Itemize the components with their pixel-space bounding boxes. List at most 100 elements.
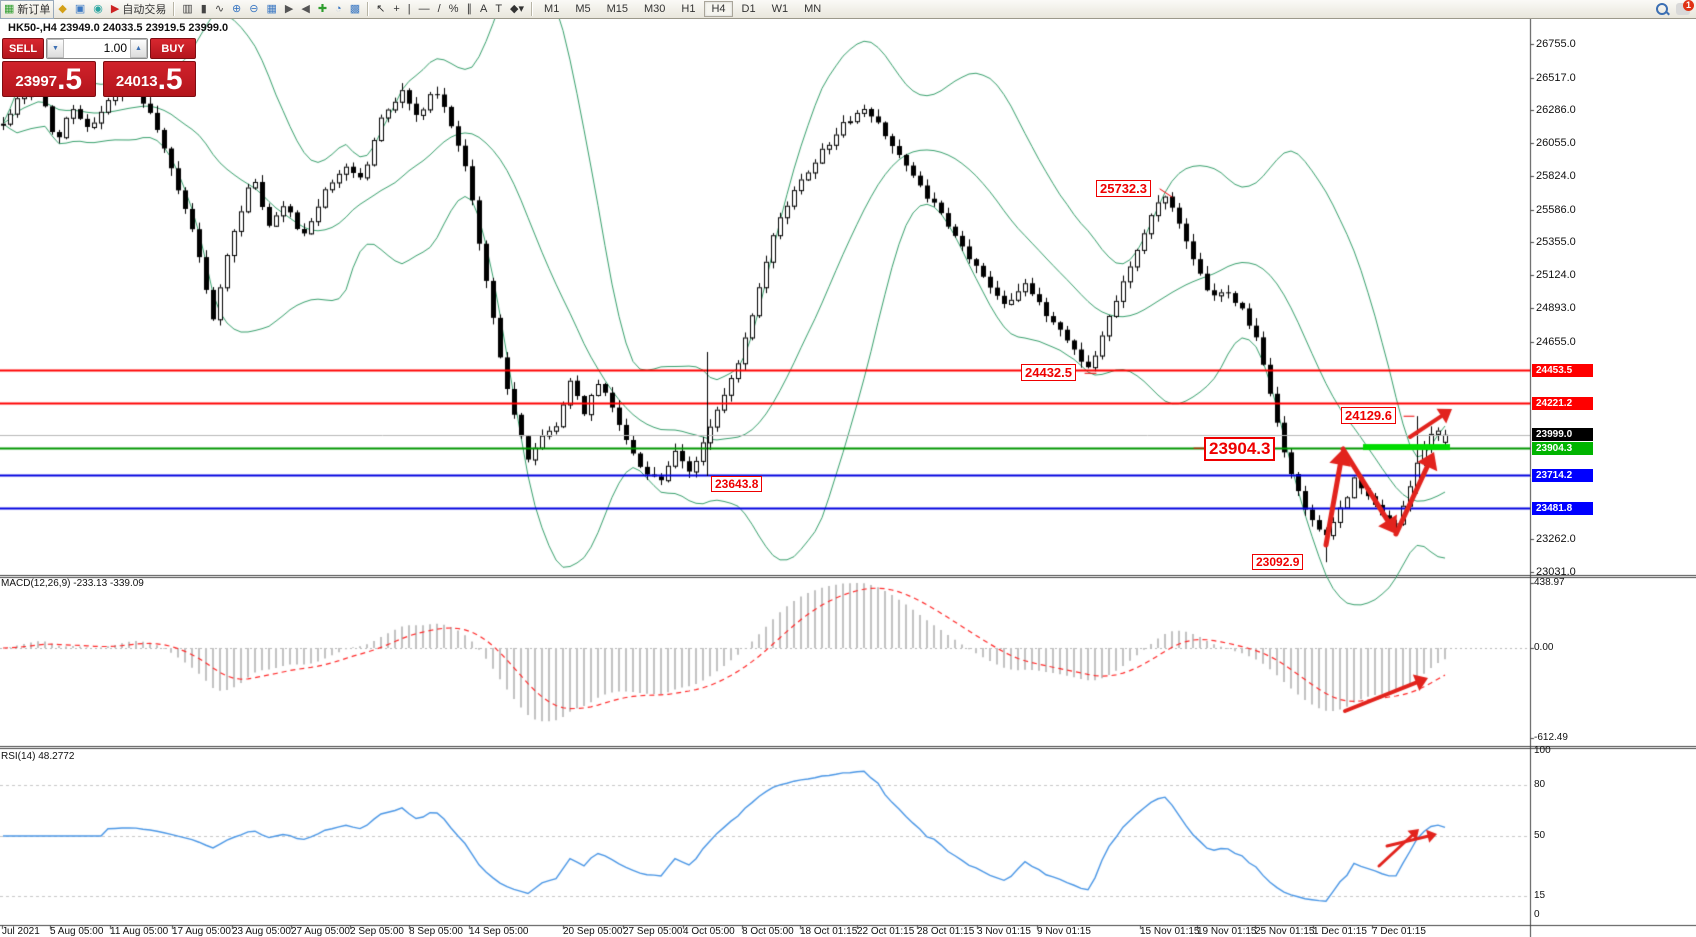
price-axis-tick: 26286.0 (1536, 104, 1576, 117)
zoom-out-icon[interactable]: ⊖ (245, 0, 262, 19)
candlestick-icon[interactable]: ▮ (197, 0, 211, 19)
trendline-icon[interactable]: / (434, 0, 445, 19)
buy-button[interactable]: BUY (150, 38, 196, 59)
tile-windows-icon: ▦ (266, 2, 277, 15)
zoom-in-icon[interactable]: ⊕ (228, 0, 245, 19)
timeframe-button-h4[interactable]: H4 (704, 1, 733, 17)
timeframe-button-m15[interactable]: M15 (606, 3, 628, 15)
templates-icon: ▩ (349, 2, 361, 15)
price-label-annotation[interactable]: 25732.3 (1096, 179, 1151, 197)
auto-scroll-icon: ▶ (284, 2, 294, 15)
timeframe-button-m5[interactable]: M5 (575, 3, 591, 15)
chart-title: HK50-,H4 23949.0 24033.5 23919.5 23999.0 (8, 22, 229, 34)
indicators-icon[interactable]: ✚ (314, 0, 331, 19)
toolbar-separator (531, 2, 534, 16)
date-axis-label: 19 Nov 01:15 (1197, 926, 1257, 937)
timeframe-button-mn[interactable]: MN (804, 3, 822, 15)
axis-price-badge: 23904.3 (1532, 441, 1593, 455)
fibonacci-icon: % (448, 2, 459, 15)
signals-icon: ◉ (93, 2, 103, 15)
templates-icon[interactable]: ▩ (346, 0, 364, 19)
date-axis-label: 5 Aug 05:00 (50, 926, 104, 937)
vertical-line-icon[interactable]: | (404, 0, 415, 19)
search-icon[interactable] (1656, 3, 1668, 15)
date-axis-label: 2 Sep 05:00 (350, 926, 404, 937)
price-axis-tick: 25586.0 (1536, 203, 1576, 216)
channel-icon[interactable]: ∥ (462, 0, 476, 19)
macd-axis-tick: 438.97 (1534, 577, 1565, 588)
text-icon[interactable]: A (476, 0, 491, 19)
date-axis-label: 27 Aug 05:00 (291, 926, 350, 937)
date-axis-label: 27 Sep 05:00 (623, 926, 683, 937)
autotrading-button[interactable]: ▶ 自动交易 (107, 0, 170, 19)
sell-price-main: 23997 (15, 73, 58, 90)
rsi-axis-tick: 100 (1534, 745, 1551, 756)
market-watch-icon: ▣ (74, 2, 86, 15)
price-label-annotation[interactable]: 23904.3 (1204, 436, 1276, 461)
date-axis-label: 15 Nov 01:15 (1140, 926, 1200, 937)
notifications-icon[interactable]: 1 (1676, 0, 1694, 15)
toolbar-separator (173, 2, 176, 16)
line-chart-icon[interactable]: ∿ (211, 0, 228, 19)
auto-scroll-icon[interactable]: ▶ (281, 0, 297, 19)
date-axis-label: 14 Sep 05:00 (469, 926, 529, 937)
date-axis-label: 22 Oct 01:15 (857, 926, 915, 937)
horizontal-line-icon[interactable]: — (415, 0, 434, 19)
signals-button[interactable]: ◉ (89, 0, 107, 19)
volume-decrease-button[interactable]: ▼ (47, 39, 64, 58)
price-label-annotation[interactable]: 24432.5 (1021, 363, 1076, 381)
axis-price-badge: 23999.0 (1532, 428, 1593, 442)
volume-stepper[interactable]: ▼ 1.00 ▲ (46, 38, 148, 59)
new-order-button[interactable]: ▦ 新订单 (0, 0, 55, 19)
axis-price-badge: 23714.2 (1532, 468, 1593, 482)
price-label-annotation[interactable]: 23643.8 (711, 476, 763, 493)
rsi-axis-tick: 80 (1534, 779, 1546, 790)
timeframe-button-m1[interactable]: M1 (544, 3, 560, 15)
zoom-out-icon: ⊖ (249, 2, 259, 15)
volume-increase-button[interactable]: ▲ (130, 39, 147, 58)
chart-bars-icon[interactable]: ▥ (178, 0, 196, 19)
chart-shift-icon[interactable]: ◀ (297, 0, 313, 19)
timeframe-button-m30[interactable]: M30 (644, 3, 666, 15)
tile-windows-icon[interactable]: ▦ (262, 0, 280, 19)
axis-price-badge: 24453.5 (1532, 363, 1593, 377)
timeframe-button-d1[interactable]: D1 (741, 3, 756, 15)
price-label-annotation[interactable]: 23092.9 (1252, 554, 1304, 571)
price-axis-tick: 26517.0 (1536, 71, 1576, 84)
price-axis-tick: 26755.0 (1536, 38, 1576, 50)
buy-price-display[interactable]: 24013 .5 (102, 61, 196, 97)
sell-button[interactable]: SELL (2, 38, 44, 59)
shapes-icon: ◆▾ (510, 2, 525, 15)
label-icon: T (495, 2, 503, 15)
macd-axis-tick: -612.49 (1534, 732, 1568, 743)
timeframe-button-h1[interactable]: H1 (681, 3, 696, 15)
zoom-in-icon: ⊕ (232, 2, 242, 15)
buy-price-main: 24013 (115, 73, 158, 90)
cursor-icon: ↖ (376, 2, 386, 15)
shapes-icon[interactable]: ◆▾ (506, 0, 528, 19)
trendline-icon: / (437, 2, 441, 15)
date-axis-label: 18 Oct 01:15 (800, 926, 858, 937)
sell-price-display[interactable]: 23997 .5 (2, 61, 96, 97)
cursor-icon[interactable]: ↖ (372, 0, 389, 19)
periods-icon[interactable]: ◔ (331, 0, 346, 19)
market-watch-button[interactable]: ▣ (71, 0, 89, 19)
rsi-axis-tick: 15 (1534, 889, 1546, 901)
buy-price-fraction: .5 (157, 63, 183, 96)
price-axis-tick: 25124.0 (1536, 269, 1576, 282)
crosshair-icon[interactable]: + (389, 0, 403, 19)
macd-indicator-label: MACD(12,26,9) -233.13 -339.09 (1, 578, 144, 589)
price-axis-tick: 25824.0 (1536, 170, 1576, 182)
channel-icon: ∥ (466, 2, 472, 15)
price-label-annotation[interactable]: 24129.6 (1341, 406, 1396, 424)
volume-value[interactable]: 1.00 (103, 41, 127, 55)
timeframe-button-w1[interactable]: W1 (771, 3, 789, 15)
notification-badge: 1 (1683, 0, 1694, 11)
profiles-button[interactable]: ◆ (54, 0, 70, 19)
rsi-axis-tick: 0 (1534, 909, 1540, 920)
date-axis-label: 11 Aug 05:00 (110, 926, 169, 937)
label-icon[interactable]: T (491, 0, 506, 19)
fibonacci-icon[interactable]: % (445, 0, 463, 19)
